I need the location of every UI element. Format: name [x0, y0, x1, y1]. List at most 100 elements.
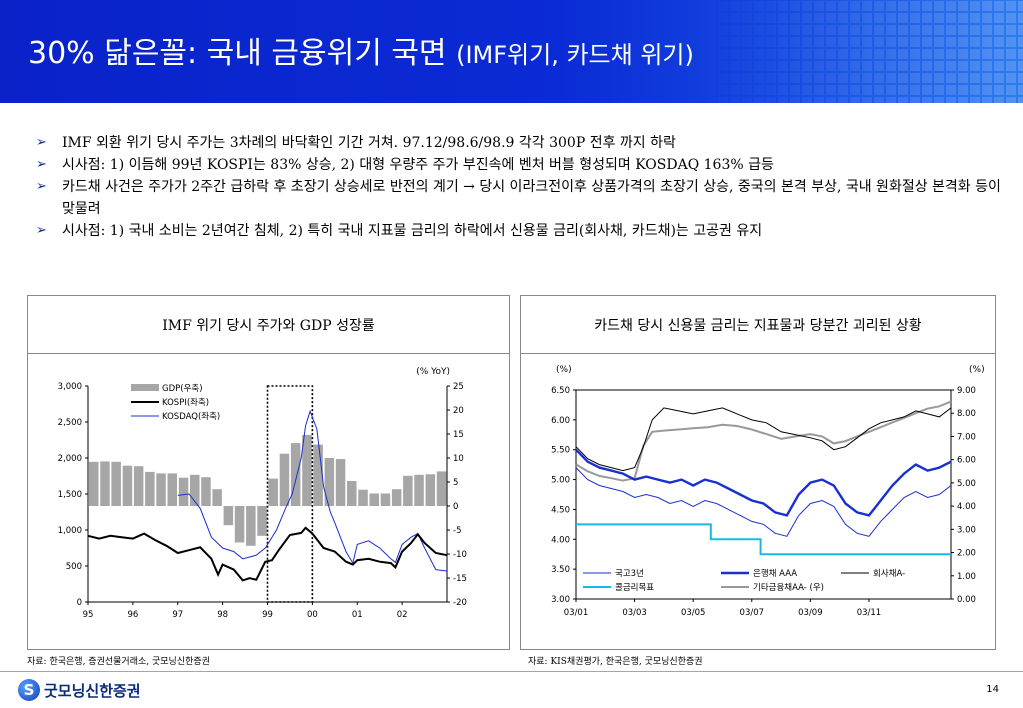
gdp-bar	[246, 506, 256, 546]
gdp-bar	[425, 474, 436, 506]
legend-call-rate-label: 콜금리목표	[615, 583, 654, 593]
left-axis-tick-label: 6.50	[551, 386, 570, 396]
right-axis-unit: (% YoY)	[416, 367, 450, 377]
call-rate-line	[576, 523, 951, 556]
x-axis-tick-label: 00	[307, 610, 318, 620]
left-axis-unit: (%)	[556, 365, 572, 375]
gdp-bar	[145, 471, 155, 506]
left-axis-tick-label: 3.50	[551, 565, 570, 575]
gdp-bar	[347, 481, 357, 506]
gdp-bar	[380, 493, 391, 506]
other-finance-aa-line	[575, 400, 952, 482]
right-axis-tick-label: 8.00	[957, 409, 976, 419]
legend-kosdaq-label: KOSDAQ(좌축)	[162, 412, 220, 422]
left-axis-tick-label: 1,000	[58, 526, 82, 536]
bullet-arrow-icon: ➢	[36, 135, 47, 150]
right-axis-tick-label: 15	[453, 430, 464, 440]
imf-chart-title: IMF 위기 당시 주가와 GDP 성장률	[28, 296, 509, 354]
header-grid-decoration	[693, 0, 1023, 103]
corp-bond-a-line	[575, 407, 952, 472]
gdp-bar	[133, 466, 144, 506]
gdp-bar	[89, 461, 99, 506]
right-axis-tick-label: 5.00	[957, 479, 976, 489]
right-axis-tick-label: 0.00	[957, 595, 976, 605]
bullet-item: ➢ 시사점: 1) 이듬해 99년 KOSPI는 83% 상승, 2) 대형 우량…	[36, 154, 1006, 176]
left-axis-tick-label: 3.00	[551, 595, 570, 605]
gdp-bar	[156, 473, 166, 506]
kosdaq-line	[177, 409, 448, 572]
gdp-bar	[358, 489, 368, 506]
gdp-bar	[391, 489, 402, 506]
x-axis-tick-label: 03/03	[622, 608, 647, 618]
imf-chart-panel: IMF 위기 당시 주가와 GDP 성장률 (% YoY) 0 500 1,000 1,…	[27, 295, 510, 650]
left-axis-tick-label: 2,000	[58, 454, 82, 464]
footer-divider	[0, 671, 1023, 672]
kospi-line	[87, 526, 448, 582]
imf-chart-source: 자료: 한국은행, 증권선물거래소, 굿모닝신한증권	[27, 657, 210, 667]
right-axis-tick-label: 20	[453, 406, 464, 416]
right-axis-tick-label: 25	[453, 382, 464, 392]
x-axis-tick-label: 97	[172, 610, 183, 620]
right-axis-tick-label: 2.00	[957, 549, 976, 559]
bullet-arrow-icon: ➢	[36, 179, 47, 194]
legend-bank-aaa-label: 은행채 AAA	[753, 568, 797, 579]
legend-gdp-swatch	[131, 384, 159, 391]
gdp-bar	[212, 489, 222, 506]
x-axis-tick-label: 98	[217, 610, 228, 620]
gdp-bar	[223, 506, 234, 526]
card-bond-chart-panel: 카드채 당시 신용물 금리는 지표물과 당분간 괴리된 상황 (%) (%) 3.0…	[520, 295, 996, 650]
x-axis-tick-label: 02	[397, 610, 408, 620]
right-axis-tick-label: 6.00	[957, 456, 976, 466]
gdp-bar	[324, 458, 335, 506]
gdp-bar	[201, 477, 211, 506]
gdp-bar	[190, 474, 200, 506]
imf-chart: (% YoY)05001,0001,5002,0002,5003,000-20-…	[58, 367, 467, 620]
right-axis-tick-label: 10	[453, 454, 464, 464]
govt-3y-line	[575, 467, 952, 537]
left-axis-tick-label: 4.00	[551, 535, 570, 545]
right-axis-tick-label: 9.00	[957, 386, 976, 396]
right-axis-unit: (%)	[969, 365, 985, 375]
left-axis-tick-label: 3,000	[58, 382, 82, 392]
right-axis-tick-label: 3.00	[957, 525, 976, 535]
left-axis-tick-label: 1,500	[58, 490, 82, 500]
gdp-bar	[100, 461, 110, 506]
x-axis-tick-label: 03/11	[857, 608, 882, 618]
right-axis-tick-label: 1.00	[957, 572, 976, 582]
gdp-bar	[111, 461, 121, 506]
right-axis-tick-label: 4.00	[957, 502, 976, 512]
card-bond-chart: (%) (%) 3.00 3.50 4.00 4.50 5.00 5.50 6.00 6.50 0.…	[551, 365, 985, 618]
bullet-list: ➢ IMF 외환 위기 당시 주가는 3차례의 바닥확인 기간 거쳐. 97.12…	[36, 132, 1006, 242]
left-axis-tick-label: 5.00	[551, 476, 570, 486]
gdp-bar	[234, 506, 245, 543]
x-axis-tick-label: 96	[127, 610, 138, 620]
plot-frame	[575, 389, 952, 600]
right-axis-tick-label: 5	[453, 478, 458, 488]
gdp-bar	[257, 506, 267, 536]
bullet-item: ➢ 시사점: 1) 국내 소비는 2년여간 침체, 2) 특히 국내 지표물 금리…	[36, 220, 1006, 242]
bullet-arrow-icon: ➢	[36, 157, 47, 172]
bullet-item: ➢ IMF 외환 위기 당시 주가는 3차례의 바닥확인 기간 거쳐. 97.12…	[36, 132, 1006, 154]
gdp-bar	[403, 475, 413, 506]
gdp-bar	[178, 477, 189, 506]
right-axis-tick-label: -15	[453, 574, 467, 584]
gdp-bar	[369, 493, 379, 506]
gdp-bar	[335, 459, 346, 506]
legend-corp-a-label: 회사채A-	[873, 568, 905, 579]
left-axis-tick-label: 6.00	[551, 416, 570, 426]
logo-text: 굿모닝신한증권	[44, 681, 141, 700]
card-bond-chart-source: 자료: KIS채권평가, 한국은행, 굿모닝신한증권	[528, 657, 703, 667]
x-axis-tick-label: 03/07	[740, 608, 765, 618]
x-axis-tick-label: 03/01	[564, 608, 589, 618]
bank-aaa-line	[575, 448, 952, 517]
logo-s-icon: S	[18, 679, 40, 701]
right-axis-tick-label: -5	[453, 526, 461, 536]
header-banner: 30% 닮은꼴: 국내 금융위기 국면 (IMF위기, 카드채 위기)	[0, 0, 1023, 103]
highlight-box	[266, 385, 314, 603]
right-axis-tick-label: -20	[453, 598, 467, 608]
bullet-arrow-icon: ➢	[36, 223, 47, 238]
legend-gdp-label: GDP(우축)	[162, 384, 203, 394]
left-axis-tick-label: 2,500	[58, 418, 82, 428]
gdp-bar	[279, 453, 290, 506]
x-axis-tick-label: 03/09	[798, 608, 823, 618]
